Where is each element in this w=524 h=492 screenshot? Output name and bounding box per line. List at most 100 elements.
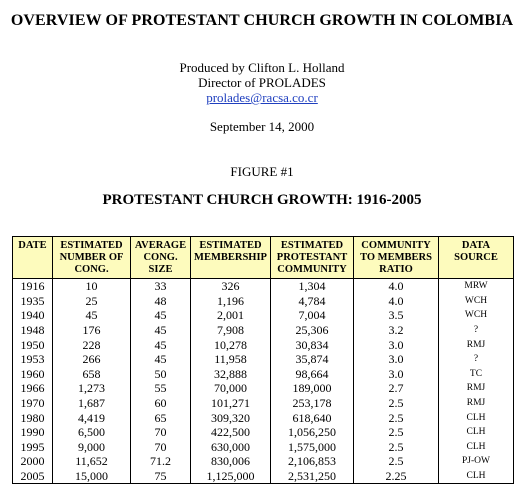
table-row: 1995 9,000 70 630,000 1,575,000 2.5 CLH (12, 439, 514, 455)
column-header-line: COMMUNITY (361, 240, 431, 251)
cell-average-congregation-size: 75 (130, 468, 191, 485)
column-header-estimated-membership: ESTIMATED MEMBERSHIP (190, 236, 271, 279)
cell-date: 1948 (12, 322, 53, 338)
column-header-line: CONG. (143, 252, 178, 263)
cell-date: 1935 (12, 293, 53, 309)
producer-line: Produced by Clifton L. Holland (179, 60, 345, 75)
cell-community-members-ratio: 2.5 (353, 454, 439, 469)
cell-estimated-community: 253,178 (270, 395, 354, 411)
column-header-community-members-ratio: COMMUNITY TO MEMBERS RATIO (353, 236, 439, 279)
cell-estimated-membership: 2,001 (190, 308, 271, 323)
column-header-line: SIZE (148, 264, 173, 275)
cell-estimated-community: 2,106,853 (270, 454, 354, 469)
cell-community-members-ratio: 3.0 (353, 351, 439, 367)
cell-estimated-congregations: 4,419 (52, 410, 131, 425)
table-title: PROTESTANT CHURCH GROWTH: 1916-2005 (102, 192, 422, 208)
cell-estimated-congregations: 1,273 (52, 381, 131, 396)
table-row: 1953 266 45 11,958 35,874 3.0? (12, 351, 514, 367)
cell-data-source: ? (438, 351, 514, 367)
cell-estimated-membership: 10,278 (190, 337, 271, 352)
cell-estimated-membership: 326 (190, 278, 271, 294)
table-row: 1960 658 50 32,888 98,664 3.0 TC (12, 366, 514, 382)
cell-community-members-ratio: 2.25 (353, 468, 439, 485)
cell-estimated-congregations: 11,652 (52, 454, 131, 469)
cell-data-source: RMJ (438, 337, 514, 352)
cell-estimated-community: 1,304 (270, 278, 354, 294)
cell-data-source: CLH (438, 410, 514, 425)
cell-community-members-ratio: 3.0 (353, 337, 439, 352)
column-header-data-source: DATA SOURCE (438, 236, 514, 279)
cell-average-congregation-size: 70 (130, 439, 191, 455)
email-link[interactable]: prolades@racsa.co.cr (206, 90, 318, 105)
cell-date: 2000 (12, 454, 53, 469)
cell-estimated-community: 1,575,000 (270, 439, 354, 455)
cell-estimated-membership: 1,125,000 (190, 468, 271, 485)
cell-data-source: CLH (438, 424, 514, 440)
column-header-line: DATA (461, 240, 491, 251)
cell-estimated-congregations: 10 (52, 278, 131, 294)
document-title: OVERVIEW OF PROTESTANT CHURCH GROWTH IN … (10, 12, 514, 29)
cell-estimated-community: 4,784 (270, 293, 354, 309)
cell-estimated-congregations: 9,000 (52, 439, 131, 455)
cell-average-congregation-size: 33 (130, 278, 191, 294)
table-row: 2005 15,000 75 1,125,000 2,531,250 2.25 CLH (12, 468, 514, 485)
column-header-line: PROTESTANT (276, 252, 348, 263)
cell-data-source: RMJ (438, 381, 514, 396)
table-row: 1948 176 45 7,908 25,306 3.2? (12, 322, 514, 338)
cell-estimated-membership: 32,888 (190, 366, 271, 382)
cell-estimated-community: 30,834 (270, 337, 354, 352)
cell-average-congregation-size: 48 (130, 293, 191, 309)
cell-estimated-membership: 70,000 (190, 381, 271, 396)
cell-community-members-ratio: 3.5 (353, 308, 439, 323)
cell-community-members-ratio: 4.0 (353, 278, 439, 294)
table-row: 2000 11,652 71.2 830,006 2,106,853 2.5 PJ-OW (12, 454, 514, 469)
cell-estimated-membership: 101,271 (190, 395, 271, 411)
cell-estimated-community: 35,874 (270, 351, 354, 367)
cell-date: 1970 (12, 395, 53, 411)
column-header-line: CONG. (74, 264, 109, 275)
cell-data-source: ? (438, 322, 514, 338)
cell-estimated-congregations: 25 (52, 293, 131, 309)
cell-average-congregation-size: 60 (130, 395, 191, 411)
cell-estimated-membership: 11,958 (190, 351, 271, 367)
role-line: Director of PROLADES (198, 75, 326, 90)
table-row: 1990 6,500 70 422,500 1,056,250 2.5 CLH (12, 424, 514, 440)
column-header-estimated-community: ESTIMATED PROTESTANT COMMUNITY (270, 236, 354, 279)
cell-date: 1950 (12, 337, 53, 352)
document-date: September 14, 2000 (209, 119, 315, 134)
cell-date: 1940 (12, 308, 53, 323)
cell-estimated-community: 618,640 (270, 410, 354, 425)
cell-date: 1980 (12, 410, 53, 425)
cell-data-source: CLH (438, 439, 514, 455)
cell-community-members-ratio: 2.5 (353, 424, 439, 440)
cell-estimated-membership: 422,500 (190, 424, 271, 440)
column-header-line: ESTIMATED (199, 240, 262, 251)
table-row: 1980 4,419 65 309,320 618,640 2.5 CLH (12, 410, 514, 425)
cell-estimated-congregations: 228 (52, 337, 131, 352)
cell-estimated-membership: 1,196 (190, 293, 271, 309)
table-row: 1916 10 33 326 1,304 4.0 MRW (12, 278, 514, 294)
table-row: 1940 45 45 2,001 7,004 3.5 WCH (12, 308, 514, 323)
cell-estimated-membership: 309,320 (190, 410, 271, 425)
column-header-line: COMMUNITY (277, 264, 347, 275)
column-header-date: DATE (12, 236, 53, 279)
cell-data-source: MRW (438, 278, 514, 294)
cell-estimated-membership: 630,000 (190, 439, 271, 455)
column-header-line: TO MEMBERS (360, 252, 432, 263)
cell-estimated-membership: 830,006 (190, 454, 271, 469)
table-row: 1966 1,273 55 70,000 189,000 2.7 RMJ (12, 381, 514, 396)
cell-average-congregation-size: 70 (130, 424, 191, 440)
column-header-line: NUMBER OF (59, 252, 124, 263)
cell-average-congregation-size: 45 (130, 308, 191, 323)
table-row: 1970 1,687 60 101,271 253,178 2.5 RMJ (12, 395, 514, 411)
cell-community-members-ratio: 2.7 (353, 381, 439, 396)
cell-estimated-community: 1,056,250 (270, 424, 354, 440)
column-header-line: RATIO (379, 264, 413, 275)
cell-date: 1960 (12, 366, 53, 382)
cell-date: 1916 (12, 278, 53, 294)
cell-date: 1966 (12, 381, 53, 396)
church-growth-table: DATE ESTIMATED NUMBER OF CONG. AVERAGE CONG. S… (12, 236, 514, 485)
column-header-line: DATE (18, 240, 47, 251)
cell-data-source: RMJ (438, 395, 514, 411)
